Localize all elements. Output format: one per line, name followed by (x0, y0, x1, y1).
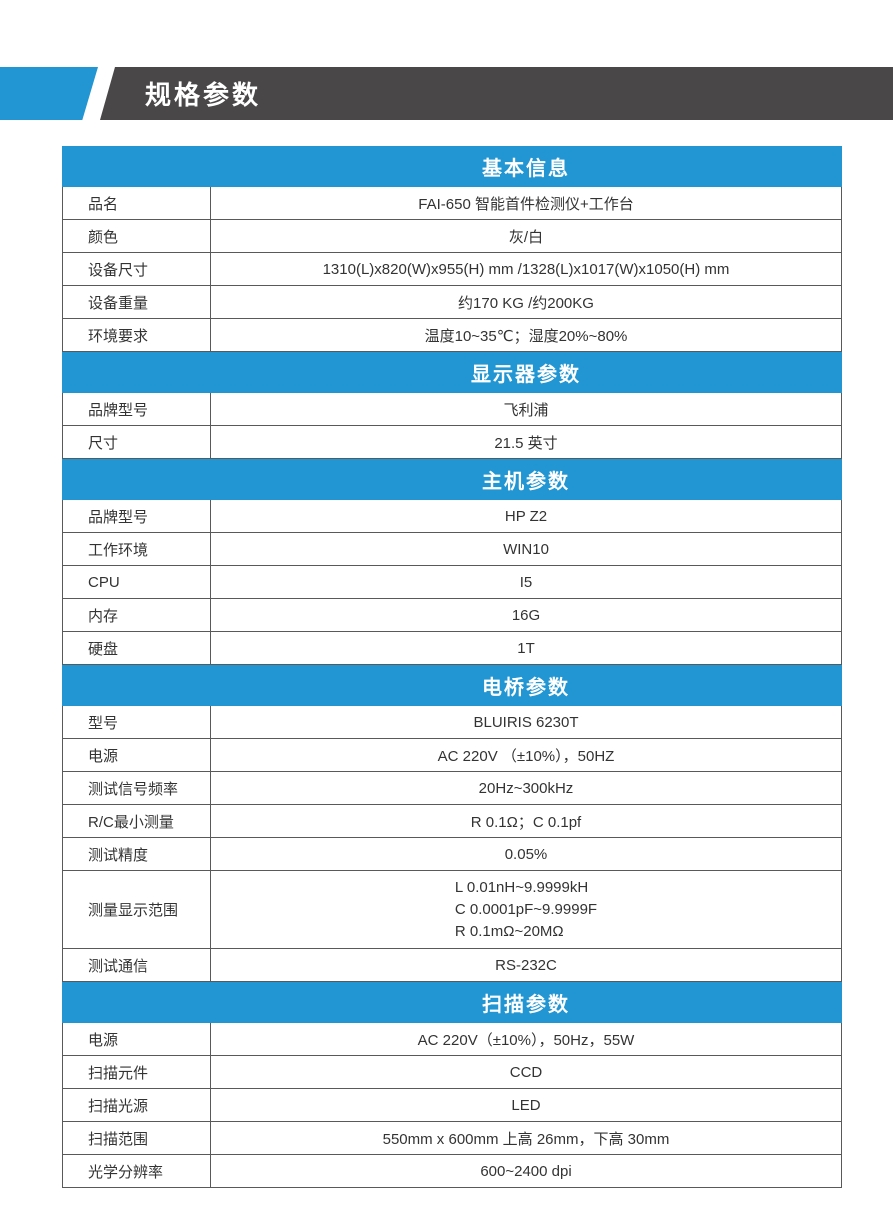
spec-value: 21.5 英寸 (494, 434, 558, 452)
spec-table: 基本信息品名 FAI-650 智能首件检测仪+工作台颜色 灰/白设备尺寸 1310(L… (62, 146, 842, 1188)
spec-value: 20Hz~300kHz (478, 779, 574, 797)
spec-value: 16G (511, 606, 541, 624)
spec-row: 扫描范围 550mm x 600mm 上高 26mm，下高 30mm (62, 1122, 842, 1155)
spec-value: AC 220V （±10%），50HZ (437, 747, 615, 765)
spec-label: 品牌型号 (63, 500, 211, 532)
section-header-bridge-params: 电桥参数 (62, 665, 842, 706)
spec-label: CPU (63, 566, 211, 598)
spec-row: 扫描元件 CCD (62, 1056, 842, 1089)
section-header-display-params: 显示器参数 (62, 352, 842, 393)
spec-label: 测量显示范围 (63, 871, 211, 948)
header-band-background (100, 67, 893, 120)
spec-value: HP Z2 (504, 507, 548, 525)
spec-row: 测量显示范围 L 0.01nH~9.9999kH C 0.0001pF~9.9999… (62, 871, 842, 949)
section-title: 电桥参数 (482, 677, 570, 699)
spec-label: 测试精度 (63, 838, 211, 870)
spec-value: L 0.01nH~9.9999kH C 0.0001pF~9.9999F R 0.1… (211, 871, 841, 948)
section-title: 基本信息 (482, 158, 570, 180)
spec-value: 飞利浦 (503, 401, 549, 419)
section-rows-display-params: 品牌型号 飞利浦尺寸 21.5 英寸 (62, 393, 842, 459)
section-rows-bridge-params: 型号 BLUIRIS 6230T 电源 AC 220V （±10%），50HZ 测试信号… (62, 706, 842, 982)
spec-label: 工作环境 (63, 533, 211, 565)
section-rows-scan-params: 电源 AC 220V（±10%），50Hz，55W 扫描元件 CCD 扫描光源 LED 扫描… (62, 1023, 842, 1188)
spec-label: 环境要求 (63, 319, 211, 351)
spec-row: 型号 BLUIRIS 6230T (62, 706, 842, 739)
section-header-scan-params: 扫描参数 (62, 982, 842, 1023)
spec-label: 测试信号频率 (63, 772, 211, 804)
spec-row: 硬盘 1T (62, 632, 842, 665)
spec-value: LED (511, 1096, 541, 1114)
spec-label: 测试通信 (63, 949, 211, 981)
spec-row: 测试通信 RS-232C (62, 949, 842, 982)
spec-value: RS-232C (495, 956, 557, 974)
spec-value-line: R 0.1mΩ~20MΩ (454, 922, 564, 940)
spec-row: 内存 16G (62, 599, 842, 632)
spec-value: 约170 KG /约200KG (458, 294, 594, 312)
spec-row: 品牌型号 HP Z2 (62, 500, 842, 533)
section-rows-basic-info: 品名 FAI-650 智能首件检测仪+工作台颜色 灰/白设备尺寸 1310(L)x82… (62, 187, 842, 352)
spec-label: 型号 (63, 706, 211, 738)
spec-value: BLUIRIS 6230T (473, 713, 579, 731)
page-title: 规格参数 (145, 80, 262, 110)
spec-row: 设备重量 约170 KG /约200KG (62, 286, 842, 319)
spec-label: 电源 (63, 1023, 211, 1055)
spec-row: CPU I5 (62, 566, 842, 599)
spec-value: FAI-650 智能首件检测仪+工作台 (418, 195, 634, 213)
spec-value: CCD (509, 1063, 543, 1081)
spec-label: 设备重量 (63, 286, 211, 318)
spec-label: 品牌型号 (63, 393, 211, 425)
spec-value: 灰/白 (508, 228, 544, 246)
spec-row: 电源 AC 220V（±10%），50Hz，55W (62, 1023, 842, 1056)
spec-value: 600~2400 dpi (480, 1162, 572, 1180)
spec-row: 品名 FAI-650 智能首件检测仪+工作台 (62, 187, 842, 220)
spec-row: 环境要求 温度10~35℃；湿度20%~80% (62, 319, 842, 352)
spec-label: 扫描范围 (63, 1122, 211, 1154)
spec-value: WIN10 (503, 540, 549, 558)
spec-row: R/C最小测量 R 0.1Ω；C 0.1pf (62, 805, 842, 838)
spec-label: 硬盘 (63, 632, 211, 664)
spec-value: I5 (519, 573, 533, 591)
section-header-host-params: 主机参数 (62, 459, 842, 500)
spec-row: 测试精度 0.05% (62, 838, 842, 871)
spec-row: 工作环境 WIN10 (62, 533, 842, 566)
spec-label: 光学分辨率 (63, 1155, 211, 1187)
section-title: 扫描参数 (482, 994, 570, 1016)
spec-label: 电源 (63, 739, 211, 771)
spec-value: AC 220V（±10%），50Hz，55W (417, 1031, 635, 1049)
section-title: 主机参数 (482, 471, 570, 493)
spec-value: R 0.1Ω；C 0.1pf (470, 813, 582, 831)
spec-label: 设备尺寸 (63, 253, 211, 285)
spec-label: 内存 (63, 599, 211, 631)
spec-label: 扫描元件 (63, 1056, 211, 1088)
section-header-basic-info: 基本信息 (62, 146, 842, 187)
spec-value: 1310(L)x820(W)x955(H) mm /1328(L)x1017(W… (322, 260, 730, 278)
spec-value-line: C 0.0001pF~9.9999F (454, 900, 598, 918)
spec-label: R/C最小测量 (63, 805, 211, 837)
spec-row: 扫描光源 LED (62, 1089, 842, 1122)
spec-value: 0.05% (504, 845, 548, 863)
spec-value-line: L 0.01nH~9.9999kH (454, 878, 589, 896)
spec-value: 1T (517, 639, 535, 657)
spec-value-lines: L 0.01nH~9.9999kH C 0.0001pF~9.9999F R 0.1… (455, 877, 597, 943)
spec-label: 品名 (63, 187, 211, 219)
spec-row: 品牌型号 飞利浦 (62, 393, 842, 426)
spec-row: 测试信号频率 20Hz~300kHz (62, 772, 842, 805)
spec-row: 颜色 灰/白 (62, 220, 842, 253)
section-title: 显示器参数 (471, 364, 581, 386)
section-rows-host-params: 品牌型号 HP Z2 工作环境 WIN10 CPU I5 内存 16G 硬盘 1T (62, 500, 842, 665)
spec-row: 电源 AC 220V （±10%），50HZ (62, 739, 842, 772)
blue-accent-shape (0, 67, 98, 120)
spec-row: 设备尺寸 1310(L)x820(W)x955(H) mm /1328(L)x10… (62, 253, 842, 286)
spec-label: 尺寸 (63, 426, 211, 458)
spec-row: 光学分辨率 600~2400 dpi (62, 1155, 842, 1188)
spec-label: 颜色 (63, 220, 211, 252)
page-header-band: 规格参数 (0, 67, 893, 120)
spec-value: 温度10~35℃；湿度20%~80% (424, 327, 628, 345)
spec-row: 尺寸 21.5 英寸 (62, 426, 842, 459)
spec-label: 扫描光源 (63, 1089, 211, 1121)
spec-value: 550mm x 600mm 上高 26mm，下高 30mm (382, 1130, 670, 1148)
